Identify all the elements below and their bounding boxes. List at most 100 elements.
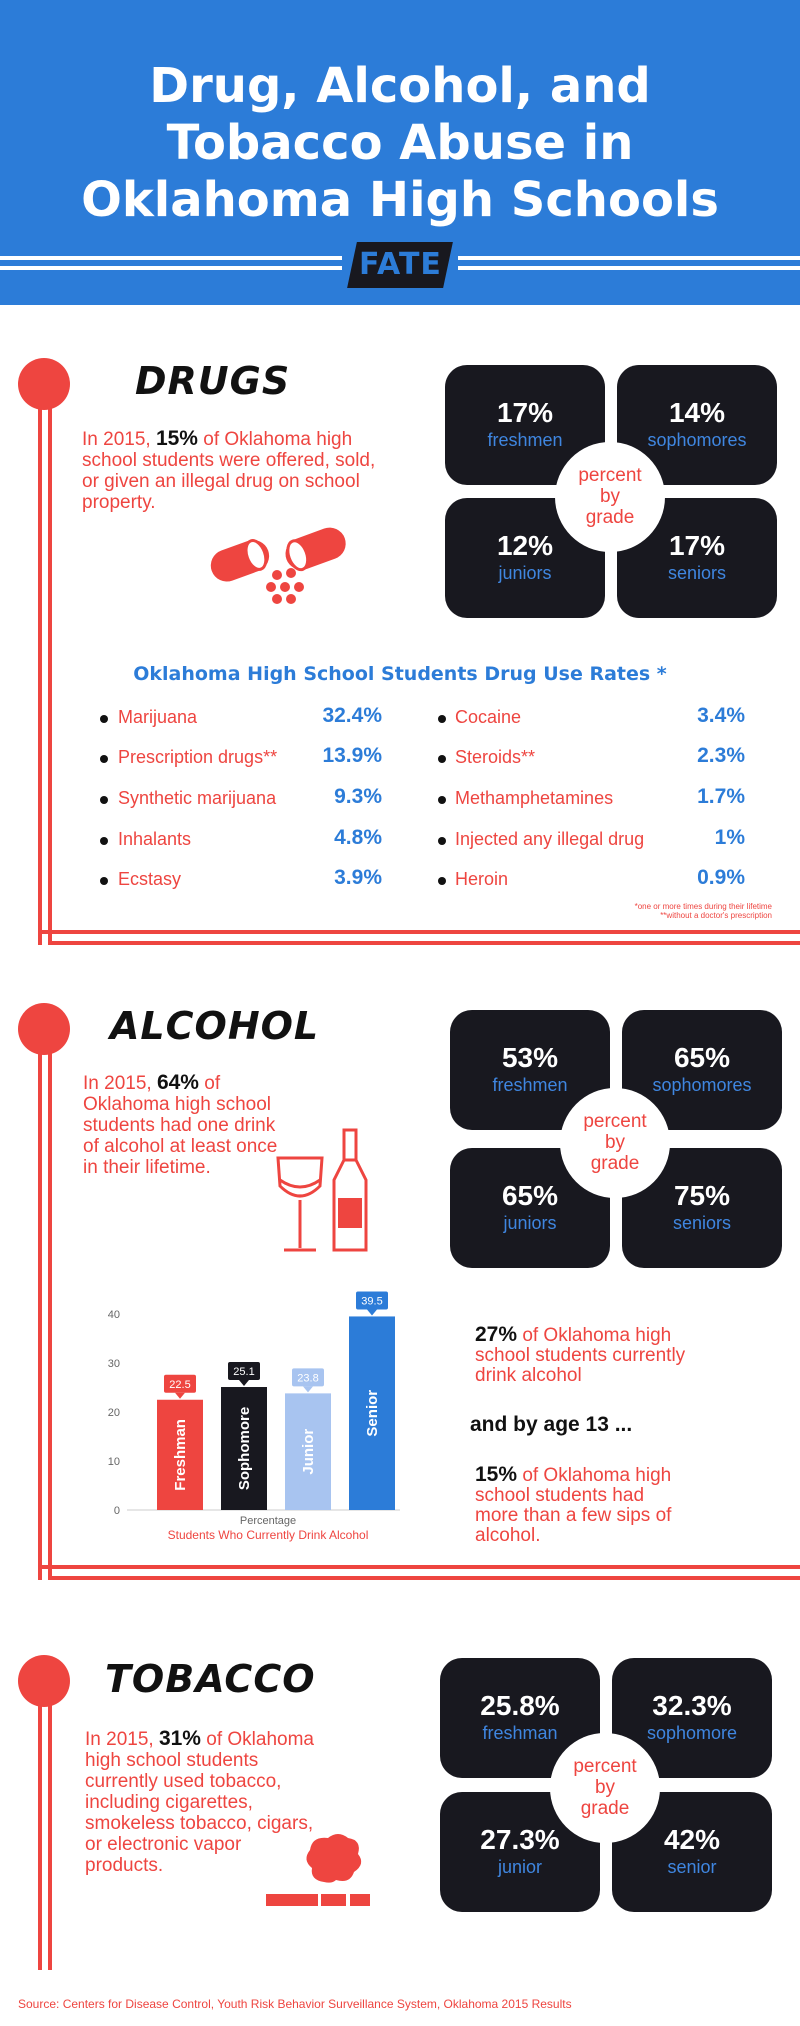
alcohol-percent-by-grade-badge: percent by grade	[560, 1088, 670, 1198]
tobacco-intro: In 2015, 31% of Oklahoma high school stu…	[85, 1727, 314, 1876]
drug-rate-value: 2.3%	[697, 744, 745, 767]
bullet-dot	[438, 837, 446, 845]
bar-senior	[349, 1316, 395, 1510]
drug-rate-value: 3.4%	[697, 704, 745, 727]
drug-rate-value: 32.4%	[322, 704, 382, 727]
alcohol-sips-statement: 15% of Oklahoma high school students had…	[475, 1463, 672, 1546]
drugs-sophomores-box: 14% sophomores	[617, 365, 777, 485]
title-line-2: Tobacco Abuse in	[166, 115, 634, 171]
drug-rate-name: Marijuana	[118, 707, 198, 727]
alcohol-frame-bottom-1	[38, 1565, 800, 1569]
header-rule-left-1	[0, 256, 342, 260]
alcohol-by-age-13: and by age 13 ...	[470, 1413, 633, 1436]
alcohol-sophomores-box: 65% sophomores	[622, 1010, 782, 1130]
alcohol-current-drink-statement: 27% of Oklahoma high school students cur…	[475, 1323, 686, 1386]
bar-value-tag-pointer	[175, 1392, 185, 1399]
page-title: Drug, Alcohol, and Tobacco Abuse in Okla…	[0, 58, 800, 229]
drugs-frame-line-1	[38, 385, 42, 945]
drugs-frame-line-2	[48, 385, 52, 945]
wine-glass-bottle-icon	[276, 1128, 368, 1252]
drug-rate-value: 3.9%	[334, 866, 382, 889]
alcohol-frame-bottom-2	[48, 1576, 800, 1580]
drugs-percent-by-grade-badge: percent by grade	[555, 442, 665, 552]
drugs-intro: In 2015, 15% of Oklahoma high school stu…	[82, 427, 376, 513]
bar-category-label: Sophomore	[236, 1407, 253, 1490]
bullet-dot	[100, 837, 108, 845]
tobacco-section-dot	[18, 1655, 70, 1707]
bar-value-label: 23.8	[297, 1372, 318, 1384]
drug-rates-footnote: *one or more times during their lifetime…	[634, 902, 772, 920]
title-line-3: Oklahoma High Schools	[81, 172, 719, 228]
tobacco-freshman-box: 25.8% freshman	[440, 1658, 600, 1778]
drug-rate-name: Ecstasy	[118, 869, 182, 889]
bar-value-tag	[356, 1291, 388, 1310]
drug-rate-name: Cocaine	[455, 707, 522, 727]
source-citation: Source: Centers for Disease Control, You…	[18, 1997, 572, 2011]
drug-rate-name: Inhalants	[118, 829, 192, 849]
bullet-dot	[100, 715, 108, 723]
bullet-dot	[438, 755, 446, 763]
y-tick-label: 20	[108, 1407, 120, 1419]
header-rule-left-2	[0, 266, 342, 270]
pill-capsule-icon	[210, 527, 346, 604]
bar-value-tag	[292, 1368, 324, 1387]
bar-junior	[285, 1393, 331, 1510]
tobacco-percent-by-grade-badge: percent by grade	[550, 1733, 660, 1843]
bar-category-label: Freshman	[172, 1419, 189, 1491]
drug-rate-value: 0.9%	[697, 866, 745, 889]
title-line-1: Drug, Alcohol, and	[149, 58, 651, 114]
y-tick-label: 30	[108, 1358, 120, 1370]
drug-rate-name: Synthetic marijuana	[118, 788, 277, 808]
header-rule-right-1	[458, 256, 800, 260]
y-tick-label: 10	[108, 1456, 120, 1468]
cigarette-smoke-icon	[266, 1834, 370, 1906]
fate-logo: FATE	[347, 242, 453, 288]
y-tick-label: 40	[108, 1309, 120, 1321]
x-axis-label: Percentage	[240, 1515, 296, 1527]
bar-category-label: Junior	[300, 1429, 317, 1475]
drug-rate-value: 9.3%	[334, 785, 382, 808]
header-banner: Drug, Alcohol, and Tobacco Abuse in Okla…	[0, 0, 800, 305]
alcohol-intro: In 2015, 64% of Oklahoma high school stu…	[83, 1071, 278, 1178]
drug-rate-name: Injected any illegal drug	[455, 829, 645, 849]
bar-value-label: 25.1	[233, 1366, 254, 1378]
bullet-dot	[100, 877, 108, 885]
header-rule-right-2	[458, 266, 800, 270]
drug-rate-name: Heroin	[455, 869, 509, 889]
alcohol-title: ALCOHOL	[110, 1004, 320, 1048]
drugs-section-dot	[18, 358, 70, 410]
tobacco-title: TOBACCO	[105, 1657, 316, 1701]
drug-rate-value: 4.8%	[334, 826, 382, 849]
tobacco-frame-line-2	[48, 1680, 52, 1970]
drug-rate-value: 13.9%	[322, 744, 382, 767]
drug-rates-title: Oklahoma High School Students Drug Use R…	[133, 663, 667, 685]
alcohol-section-dot	[18, 1003, 70, 1055]
drugs-frame-bottom-1	[38, 930, 800, 934]
bullet-dot	[100, 755, 108, 763]
chart-caption: Students Who Currently Drink Alcohol	[168, 1528, 369, 1542]
bar-value-tag	[164, 1374, 196, 1393]
alcohol-frame-line-1	[38, 1030, 42, 1580]
alcohol-bar-chart: 0 10 20 30 40 Freshman 22.5 Sophomore 25.1 Junior…	[108, 1291, 400, 1542]
bullet-dot	[100, 796, 108, 804]
y-tick-label: 0	[114, 1505, 120, 1517]
drug-rate-name: Prescription drugs**	[118, 747, 278, 767]
drug-rate-value: 1.7%	[697, 785, 745, 808]
bar-value-tag-pointer	[367, 1309, 377, 1316]
bullet-dot	[438, 796, 446, 804]
bar-category-label: Senior	[364, 1390, 381, 1437]
drug-rate-name: Methamphetamines	[455, 788, 614, 808]
alcohol-frame-line-2	[48, 1030, 52, 1580]
bar-value-tag	[228, 1362, 260, 1381]
bar-value-label: 22.5	[169, 1379, 190, 1391]
bar-value-tag-pointer	[239, 1380, 249, 1387]
tobacco-frame-line-1	[38, 1680, 42, 1970]
drug-rate-name: Steroids**	[455, 747, 536, 767]
bullet-dot	[438, 877, 446, 885]
bar-sophomore	[221, 1387, 267, 1510]
drugs-title: DRUGS	[135, 359, 291, 403]
bullet-dot	[438, 715, 446, 723]
bar-value-tag-pointer	[303, 1386, 313, 1393]
bar-value-label: 39.5	[361, 1295, 382, 1307]
drug-rate-value: 1%	[714, 826, 745, 849]
